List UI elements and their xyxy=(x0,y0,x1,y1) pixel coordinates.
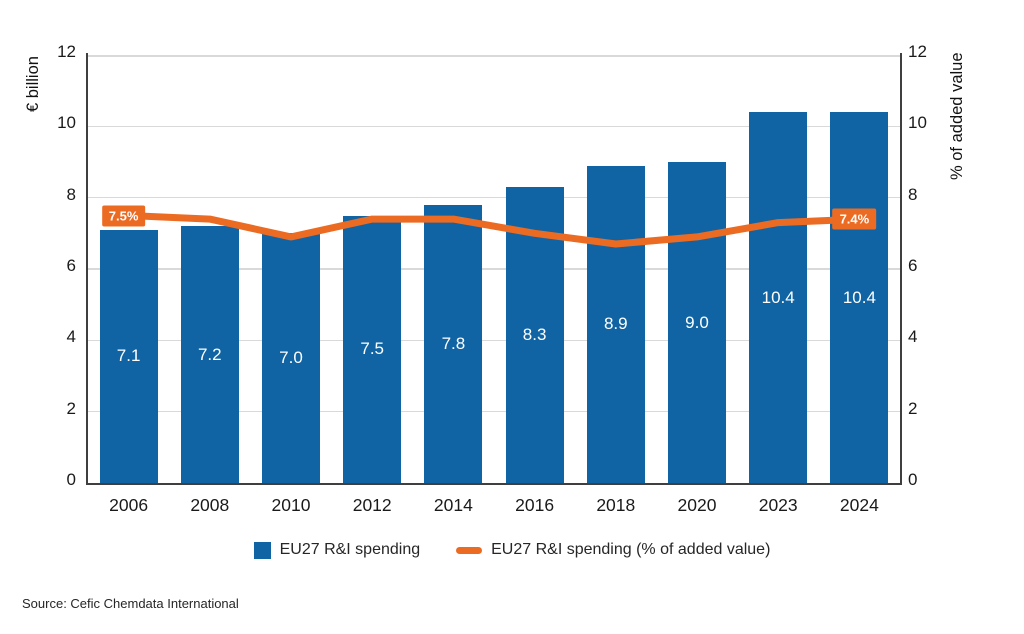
bar-value-label: 9.0 xyxy=(685,312,709,332)
axis-tick-label: 0 xyxy=(66,470,76,489)
bar-value-label: 7.8 xyxy=(441,333,466,353)
gridline xyxy=(88,339,900,342)
gridline xyxy=(88,196,900,199)
axis-tick-label: 6 xyxy=(66,256,76,275)
legend-item: EU27 R&I spending xyxy=(253,541,421,559)
bar-2018: 8.9 xyxy=(586,165,645,483)
right-axis-line xyxy=(900,53,902,485)
bar-2014: 7.8 xyxy=(424,204,483,483)
axis-tick-label: 12 xyxy=(57,42,76,61)
bar-2006: 7.1 xyxy=(99,229,158,483)
bars-layer: 7.1 7.2 7.0 7.5 7.8 8.3 8.9 9.0 10.4 10.4 xyxy=(88,55,900,483)
bar-value-label: 8.9 xyxy=(603,314,628,334)
axis-tick-label: 8 xyxy=(66,184,76,204)
bar-value-label: 7.5 xyxy=(360,339,384,359)
bar-2023: 10.4 xyxy=(749,112,808,483)
axis-tick-label: 2 xyxy=(908,398,918,418)
legend-label: EU27 R&I spending (% of added value) xyxy=(491,541,771,558)
x-axis-label-2018: 2018 xyxy=(596,495,636,515)
axis-tick-label: 8 xyxy=(908,184,918,204)
bar-value-label: 10.4 xyxy=(761,287,795,307)
x-axis-label-2024: 2024 xyxy=(839,495,879,515)
x-axis-label-2016: 2016 xyxy=(515,495,555,515)
legend-marker-square xyxy=(253,541,271,559)
bar-2010: 7.0 xyxy=(262,233,320,483)
x-axis-label-2008: 2008 xyxy=(190,495,230,515)
legend-label: EU27 R&I spending xyxy=(279,541,421,558)
gridline xyxy=(88,410,900,413)
x-axis-label-2023: 2023 xyxy=(758,495,798,515)
bar-value-label: 7.1 xyxy=(116,346,141,366)
axis-tick-label: 10 xyxy=(908,113,927,133)
gridline xyxy=(88,268,900,270)
x-axis-label-2006: 2006 xyxy=(109,495,149,515)
bar-value-label: 8.3 xyxy=(522,324,547,344)
bar-value-label: 10.4 xyxy=(842,287,876,307)
bar-2016: 8.3 xyxy=(505,186,564,483)
bar-2020: 9.0 xyxy=(668,162,726,483)
bar-value-label: 7.2 xyxy=(197,344,222,364)
legend-marker-dash xyxy=(456,546,483,554)
legend: EU27 R&I spending EU27 R&I spending (% of… xyxy=(0,541,1024,559)
axis-tick-label: 6 xyxy=(908,256,918,275)
left-axis-title: € billion xyxy=(24,56,42,112)
left-axis-line xyxy=(86,53,88,485)
bar-2024: 10.4 xyxy=(830,112,889,483)
bar-2008: 7.2 xyxy=(180,226,239,483)
plot-area: 7.1 7.2 7.0 7.5 7.8 8.3 8.9 9.0 10.4 10.4 7.5% 7.4… xyxy=(88,55,900,483)
axis-tick-label: 2 xyxy=(66,398,76,418)
axis-tick-label: 4 xyxy=(908,327,918,347)
bar-value-label: 7.0 xyxy=(279,348,303,368)
x-axis-label-2012: 2012 xyxy=(352,495,392,515)
legend-item: EU27 R&I spending (% of added value) xyxy=(456,541,770,559)
source-note: Source: Cefic Chemdata International xyxy=(22,596,239,611)
x-axis-label-2010: 2010 xyxy=(271,495,311,515)
axis-tick-label: 4 xyxy=(66,327,76,347)
x-axis-label-2020: 2020 xyxy=(677,495,717,515)
axis-tick-label: 0 xyxy=(908,470,918,489)
x-axis-label-2014: 2014 xyxy=(433,495,473,515)
axis-tick-label: 12 xyxy=(908,42,927,61)
bar-2012: 7.5 xyxy=(343,215,402,483)
axis-tick-label: 10 xyxy=(57,113,76,133)
gridline xyxy=(88,55,900,57)
gridline xyxy=(88,125,900,128)
x-axis-labels: 2006 2008 2010 2012 2014 2016 2018 2020 2023 2024 xyxy=(88,495,900,521)
bottom-axis-line xyxy=(86,483,902,485)
